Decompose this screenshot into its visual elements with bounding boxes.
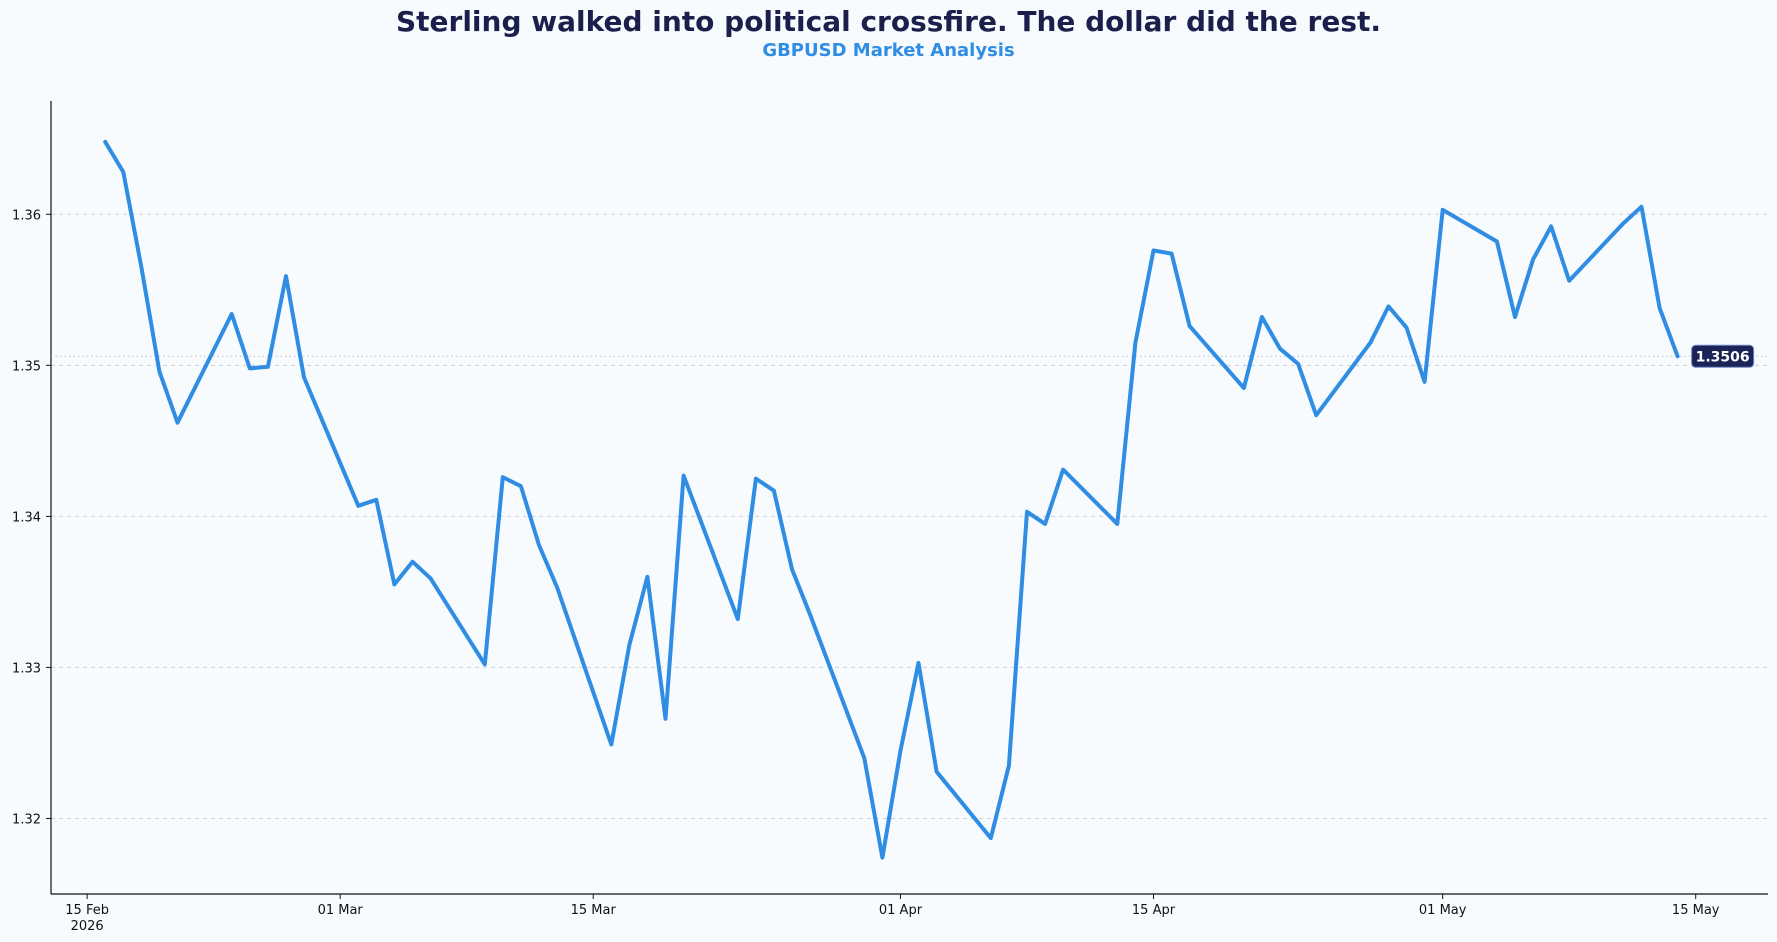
series: [103, 139, 1680, 860]
y-tick-label: 1.34: [12, 510, 41, 525]
chart-subtitle: GBPUSD Market Analysis: [762, 40, 1015, 61]
x-tick-label: 01 Apr: [879, 903, 923, 918]
x-tick-label: 01 May: [1419, 903, 1467, 918]
last-value-badge-label: 1.3506: [1696, 349, 1750, 365]
last-value-badge: 1.3506: [1691, 344, 1755, 368]
y-tick-label: 1.36: [12, 208, 41, 223]
last-value-badge-box: [1691, 344, 1755, 368]
x-tick-label: 15 Mar: [571, 903, 617, 918]
series-line: [103, 139, 1680, 860]
chart-title: Sterling walked into political crossfire…: [395, 5, 1382, 38]
x-tick-label: 01 Mar: [318, 903, 364, 918]
x-tick-label: 15 May: [1672, 903, 1720, 918]
axes: [50, 101, 1768, 895]
y-ticks: 1.32 1.33 1.34 1.35 1.36: [12, 208, 51, 827]
y-tick-label: 1.32: [12, 812, 41, 827]
y-tick-label: 1.33: [12, 661, 41, 676]
x-tick-label: 15 Feb: [65, 903, 109, 918]
x-tick-label: 15 Apr: [1132, 903, 1176, 918]
x-tick-year-label: 2026: [71, 919, 104, 934]
y-tick-label: 1.35: [12, 359, 41, 374]
grid-lines: [51, 213, 1768, 819]
